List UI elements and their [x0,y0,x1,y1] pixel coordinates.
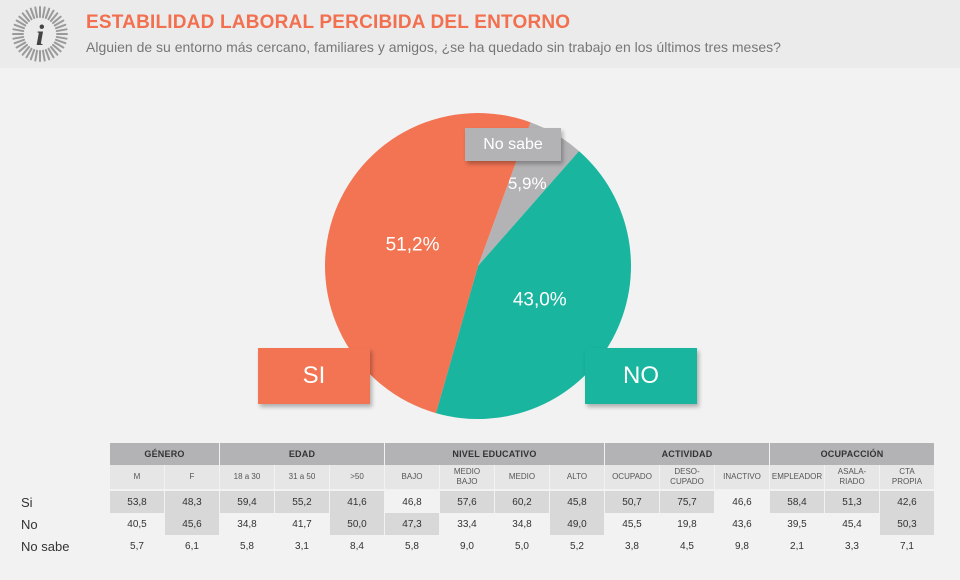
group-header: EDAD [220,443,384,465]
legend-tag-si: SI [258,348,370,404]
table-cell: 45,8 [550,491,604,513]
pie-slice-no [435,151,632,419]
row-label: No sabe [21,538,70,554]
table-row: No 40,5 45,6 34,8 41,7 50,0 47,3 33,4 34,8 49,0 45… [19,513,934,535]
table-cell: 5,8 [240,540,254,552]
table-cell: 55,2 [275,491,329,513]
table-cell: 45,5 [622,518,642,530]
table-cell: 75,7 [660,491,714,513]
table-row: No sabe 5,7 6,1 5,8 3,1 8,4 5,8 9,0 5,0 5,2 3,8 4,5… [19,535,934,557]
table-cell: 5,7 [130,540,144,552]
column-header: EMPLEADOR [770,465,824,489]
column-header: MEDIO [495,465,549,489]
table-cell: 41,7 [292,518,312,530]
table-cell: 4,5 [680,540,694,552]
table-cell: 39,5 [787,518,807,530]
table-cell: 3,1 [295,540,309,552]
column-header: MEDIO BAJO [440,465,494,489]
breakdown-table: GÉNERO EDAD NIVEL EDUCATIVO ACTIVIDAD OCUPAC… [18,443,935,557]
table-cell: 46,6 [732,496,752,508]
table-cell: 8,4 [350,540,364,552]
logo-icon: i [12,6,68,62]
legend-tag-no: NO [585,348,697,404]
column-header: DESO- CUPADO [660,465,714,489]
column-header: M [110,465,164,489]
column-header: 18 a 30 [220,465,274,489]
group-header: GÉNERO [110,443,219,465]
table-cell: 57,6 [440,491,494,513]
group-header: ACTIVIDAD [605,443,769,465]
column-header: ALTO [550,465,604,489]
column-header: INACTIVO [715,465,769,489]
table-cell: 42,6 [880,491,934,513]
pie-slice-si [325,113,531,414]
logo-letter: i [36,19,45,52]
table-cell: 7,1 [900,540,914,552]
table-cell: 2,1 [790,540,804,552]
column-header: BAJO [385,465,439,489]
table-cell: 5,2 [570,540,584,552]
row-label: Si [21,494,33,510]
group-header: NIVEL EDUCATIVO [385,443,604,465]
table-cell: 6,1 [185,540,199,552]
table-cell: 51,3 [825,491,879,513]
table-cell: 60,2 [495,491,549,513]
page-subtitle: Alguien de su entorno más cercano, famil… [86,39,781,55]
table-cell: 58,4 [770,491,824,513]
table-cell: 9,8 [735,540,749,552]
table-cell: 3,3 [845,540,859,552]
table-cell: 43,6 [732,518,752,530]
table-cell: 5,0 [515,540,529,552]
table-cell: 45,6 [165,513,219,535]
column-header: >50 [330,465,384,489]
table-cell: 40,5 [127,518,147,530]
table-cell: 47,3 [385,513,439,535]
table-cell: 33,4 [457,518,477,530]
table-cell: 34,8 [237,518,257,530]
column-header: CTA PROPIA [880,465,934,489]
group-header: OCUPACCIÓN [770,443,934,465]
legend-tag-no-sabe: No sabe [465,128,561,161]
table-cell: 50,3 [880,513,934,535]
table-cell: 5,8 [405,540,419,552]
pie-chart: 5,9% 43,0% 51,2% [325,113,632,419]
table-cell: 53,8 [110,491,164,513]
table-cell: 49,0 [550,513,604,535]
table-cell: 45,4 [842,518,862,530]
header: i ESTABILIDAD LABORAL PERCIBIDA DEL ENTO… [0,0,960,68]
pie-label-no-sabe: 5,9% [508,174,547,193]
table-cell: 19,8 [677,518,697,530]
pie-label-no: 43,0% [513,290,567,311]
table-cell: 50,7 [605,491,659,513]
table-cell: 3,8 [625,540,639,552]
table-cell: 48,3 [165,491,219,513]
table-cell: 9,0 [460,540,474,552]
column-header: OCUPADO [605,465,659,489]
column-header: 31 a 50 [275,465,329,489]
pie-label-si: 51,2% [386,235,440,256]
table-cell: 41,6 [330,491,384,513]
page-title: ESTABILIDAD LABORAL PERCIBIDA DEL ENTORN… [86,12,571,33]
table-cell: 50,0 [330,513,384,535]
column-header: F [165,465,219,489]
table-cell: 34,8 [512,518,532,530]
row-label: No [21,516,38,532]
column-header: ASALA- RIADO [825,465,879,489]
table-row: Si 53,8 48,3 59,4 55,2 41,6 46,8 57,6 60,2 45,8 50… [19,491,934,513]
table-cell: 59,4 [220,491,274,513]
table-cell: 46,8 [402,496,422,508]
